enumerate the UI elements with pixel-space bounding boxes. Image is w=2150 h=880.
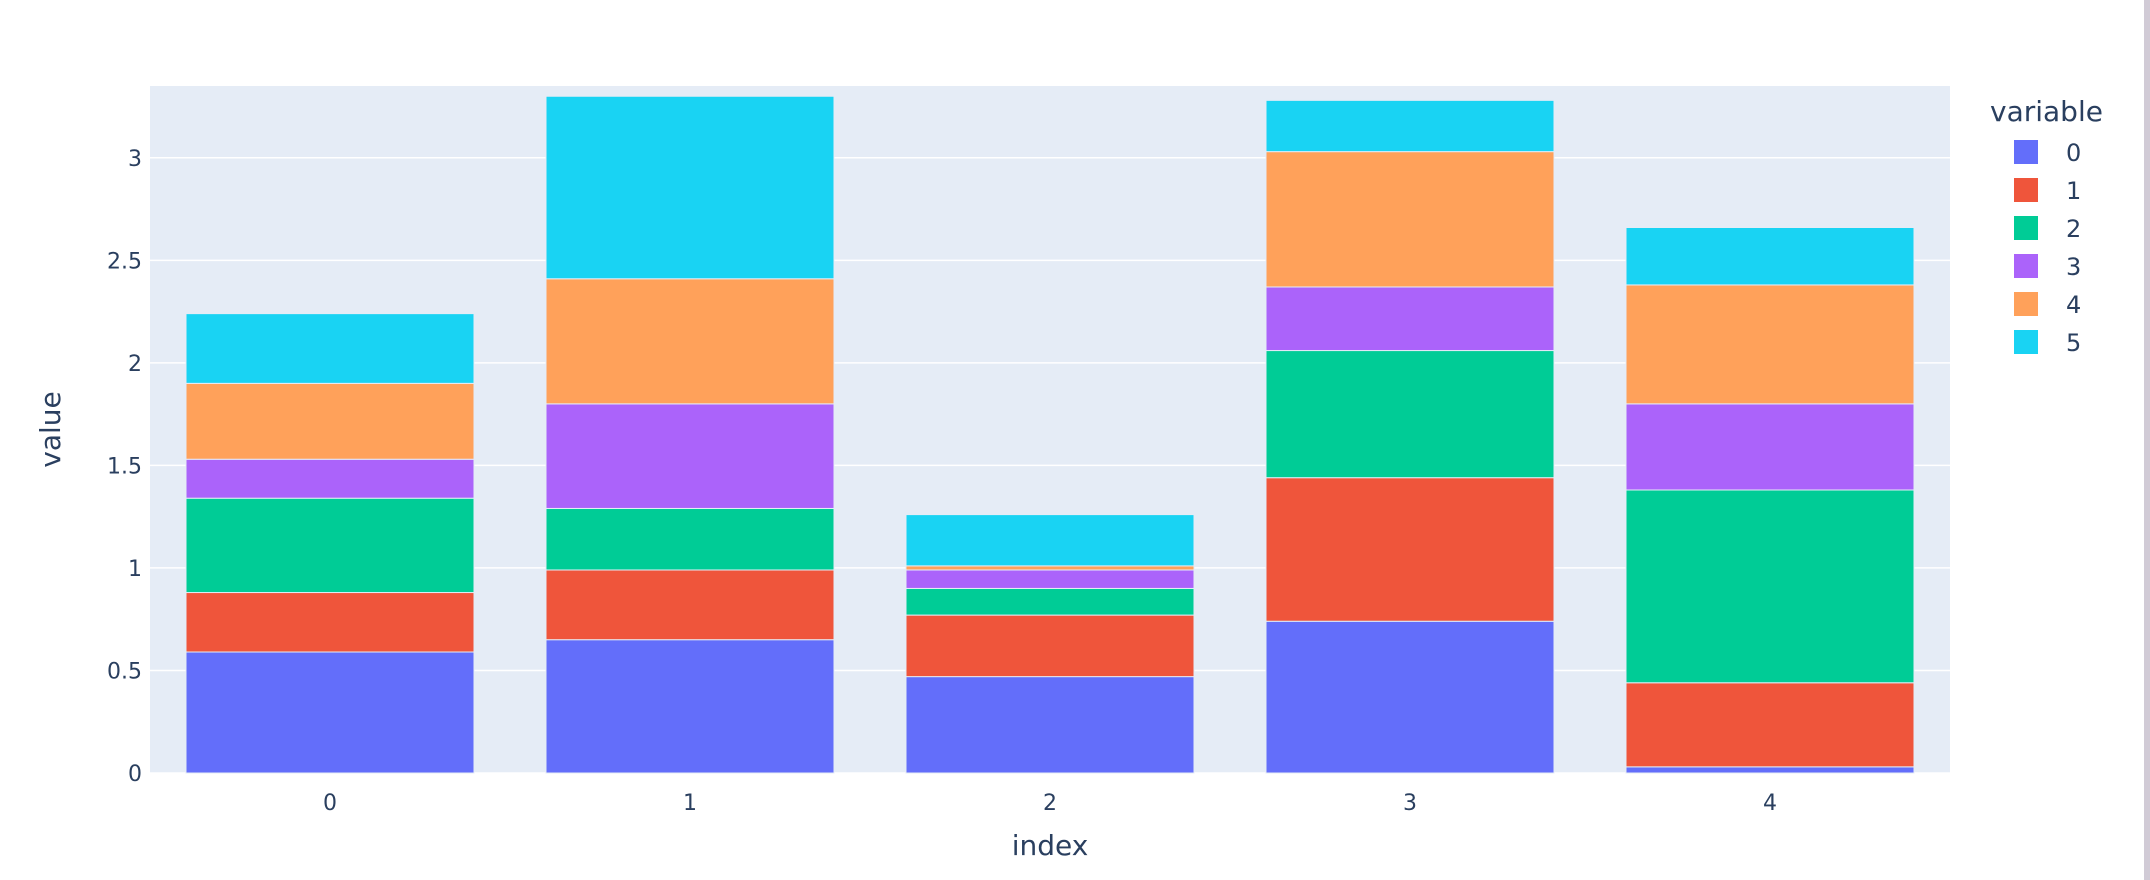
bar-segment [545, 278, 835, 405]
bar-segment [545, 507, 835, 571]
bar-segment [1265, 477, 1555, 622]
bar-segment [545, 569, 835, 641]
window-edge [2144, 0, 2150, 880]
x-tick-label: 1 [683, 791, 697, 816]
x-axis-title: index [1012, 829, 1089, 862]
x-tick-label: 0 [323, 791, 337, 816]
legend-swatch [2014, 178, 2038, 202]
x-tick-label: 2 [1043, 791, 1057, 816]
x-tick-label: 3 [1403, 791, 1417, 816]
y-tick-label: 3 [128, 147, 142, 172]
bar-segment [1265, 620, 1555, 774]
bar-segment [545, 639, 835, 774]
legend-label: 0 [2066, 139, 2081, 167]
bar-segment [1625, 489, 1915, 684]
y-tick-label: 2.5 [107, 249, 142, 274]
legend: variable 0 1 2 3 4 5 [1990, 95, 2103, 357]
legend-swatch [2014, 216, 2038, 240]
bar-segment [185, 313, 475, 384]
bar-segment [1625, 284, 1915, 405]
bar-segment [905, 565, 1195, 571]
legend-label: 2 [2066, 215, 2081, 243]
bar-segment [905, 614, 1195, 678]
y-tick-label: 2 [128, 352, 142, 377]
bar-segment [185, 497, 475, 594]
y-tick-labels: 0 0.5 1 1.5 2 2.5 3 [107, 147, 142, 787]
bar-segment [1265, 286, 1555, 352]
legend-swatch [2014, 292, 2038, 316]
bar-segment [1625, 766, 1915, 774]
x-tick-label: 4 [1763, 791, 1777, 816]
legend-label: 3 [2066, 253, 2081, 281]
bar-segment [185, 458, 475, 499]
bars [185, 95, 1915, 774]
bar-segment [1265, 350, 1555, 479]
y-tick-label: 0 [128, 762, 142, 787]
y-tick-label: 1 [128, 557, 142, 582]
y-tick-label: 0.5 [107, 659, 142, 684]
bar-segment [185, 382, 475, 460]
bar-segment [1265, 99, 1555, 153]
bar-segment [185, 592, 475, 653]
legend-items: 0 1 2 3 4 5 [2014, 139, 2081, 357]
legend-swatch [2014, 330, 2038, 354]
legend-swatch [2014, 140, 2038, 164]
bar-segment [1625, 403, 1915, 491]
legend-swatch [2014, 254, 2038, 278]
legend-title: variable [1990, 95, 2103, 128]
legend-label: 4 [2066, 291, 2081, 319]
bar-segment [1625, 682, 1915, 768]
bar-segment [185, 651, 475, 774]
bar-segment [545, 403, 835, 509]
legend-label: 5 [2066, 329, 2081, 357]
bar-segment [1625, 227, 1915, 286]
bar-segment [905, 676, 1195, 774]
bar-segment [1265, 151, 1555, 288]
y-axis-title: value [34, 391, 67, 467]
bar-segment [905, 587, 1195, 616]
x-tick-labels: 0 1 2 3 4 [323, 791, 1777, 816]
y-tick-label: 1.5 [107, 454, 142, 479]
bar-segment [905, 569, 1195, 589]
bar-segment [905, 514, 1195, 567]
legend-label: 1 [2066, 177, 2081, 205]
bar-segment [545, 95, 835, 280]
